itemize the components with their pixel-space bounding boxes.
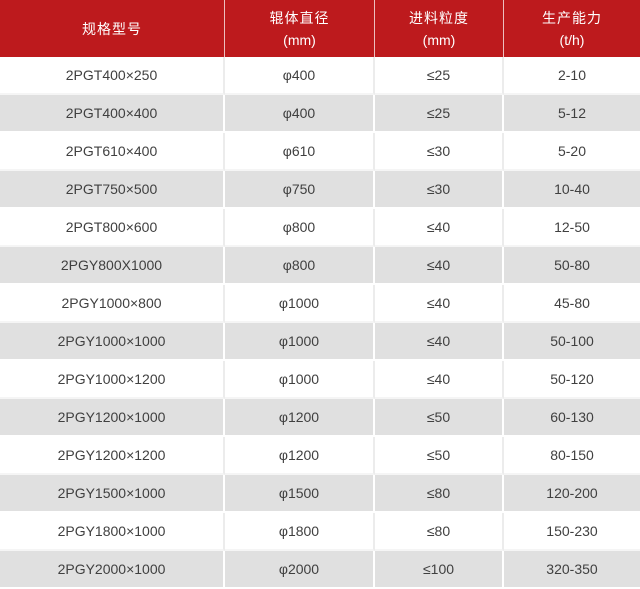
cell-capacity: 10-40	[504, 171, 640, 209]
cell-feed-size: ≤40	[375, 285, 504, 323]
cell-model: 2PGY1500×1000	[0, 475, 225, 513]
cell-capacity: 120-200	[504, 475, 640, 513]
table-row: 2PGT750×500 φ750 ≤30 10-40	[0, 171, 640, 209]
cell-roller-diameter: φ750	[225, 171, 375, 209]
column-header-roller-diameter-unit: (mm)	[283, 31, 316, 48]
cell-roller-diameter: φ2000	[225, 551, 375, 589]
cell-feed-size: ≤30	[375, 133, 504, 171]
cell-model: 2PGT610×400	[0, 133, 225, 171]
cell-roller-diameter: φ1000	[225, 323, 375, 361]
column-header-capacity-label: 生产能力	[542, 9, 602, 26]
table-row: 2PGT610×400 φ610 ≤30 5-20	[0, 133, 640, 171]
column-header-roller-diameter: 辊体直径 (mm)	[225, 0, 375, 57]
cell-feed-size: ≤50	[375, 399, 504, 437]
cell-model: 2PGY2000×1000	[0, 551, 225, 589]
table-row: 2PGY800X1000 φ800 ≤40 50-80	[0, 247, 640, 285]
cell-feed-size: ≤80	[375, 475, 504, 513]
cell-model: 2PGY1800×1000	[0, 513, 225, 551]
cell-feed-size: ≤50	[375, 437, 504, 475]
cell-model: 2PGT800×600	[0, 209, 225, 247]
cell-model: 2PGT400×400	[0, 95, 225, 133]
cell-capacity: 2-10	[504, 57, 640, 95]
cell-capacity: 50-120	[504, 361, 640, 399]
cell-capacity: 50-80	[504, 247, 640, 285]
table-row: 2PGY1800×1000 φ1800 ≤80 150-230	[0, 513, 640, 551]
cell-capacity: 50-100	[504, 323, 640, 361]
cell-roller-diameter: φ400	[225, 95, 375, 133]
cell-feed-size: ≤30	[375, 171, 504, 209]
cell-model: 2PGY800X1000	[0, 247, 225, 285]
cell-model: 2PGY1000×1200	[0, 361, 225, 399]
column-header-feed-size-label: 进料粒度	[409, 9, 469, 26]
cell-capacity: 45-80	[504, 285, 640, 323]
cell-roller-diameter: φ1000	[225, 361, 375, 399]
cell-roller-diameter: φ1800	[225, 513, 375, 551]
cell-roller-diameter: φ1500	[225, 475, 375, 513]
column-header-capacity-unit: (t/h)	[559, 31, 585, 48]
cell-capacity: 80-150	[504, 437, 640, 475]
table-row: 2PGY1000×1200 φ1000 ≤40 50-120	[0, 361, 640, 399]
cell-roller-diameter: φ1200	[225, 437, 375, 475]
column-header-feed-size: 进料粒度 (mm)	[375, 0, 504, 57]
cell-feed-size: ≤40	[375, 323, 504, 361]
cell-feed-size: ≤40	[375, 209, 504, 247]
cell-model: 2PGY1000×1000	[0, 323, 225, 361]
column-header-capacity: 生产能力 (t/h)	[504, 0, 640, 57]
table-row: 2PGT800×600 φ800 ≤40 12-50	[0, 209, 640, 247]
column-header-roller-diameter-label: 辊体直径	[269, 9, 330, 26]
cell-feed-size: ≤40	[375, 361, 504, 399]
table-row: 2PGY1000×800 φ1000 ≤40 45-80	[0, 285, 640, 323]
header-row: 规格型号 辊体直径 (mm) 进料粒度 (mm) 生产能力 (t/h)	[0, 0, 640, 57]
cell-feed-size: ≤25	[375, 57, 504, 95]
cell-roller-diameter: φ1200	[225, 399, 375, 437]
cell-model: 2PGT400×250	[0, 57, 225, 95]
cell-roller-diameter: φ400	[225, 57, 375, 95]
cell-feed-size: ≤100	[375, 551, 504, 589]
column-header-model-label: 规格型号	[82, 20, 142, 37]
cell-capacity: 150-230	[504, 513, 640, 551]
table-row: 2PGY2000×1000 φ2000 ≤100 320-350	[0, 551, 640, 589]
cell-capacity: 12-50	[504, 209, 640, 247]
table-row: 2PGT400×250 φ400 ≤25 2-10	[0, 57, 640, 95]
cell-feed-size: ≤25	[375, 95, 504, 133]
table-row: 2PGY1000×1000 φ1000 ≤40 50-100	[0, 323, 640, 361]
cell-capacity: 320-350	[504, 551, 640, 589]
table-row: 2PGT400×400 φ400 ≤25 5-12	[0, 95, 640, 133]
column-header-model: 规格型号	[0, 0, 225, 57]
column-header-feed-size-unit: (mm)	[422, 31, 456, 48]
cell-roller-diameter: φ800	[225, 247, 375, 285]
cell-roller-diameter: φ800	[225, 209, 375, 247]
table-row: 2PGY1200×1000 φ1200 ≤50 60-130	[0, 399, 640, 437]
cell-capacity: 60-130	[504, 399, 640, 437]
cell-model: 2PGY1200×1200	[0, 437, 225, 475]
cell-model: 2PGT750×500	[0, 171, 225, 209]
cell-feed-size: ≤80	[375, 513, 504, 551]
cell-model: 2PGY1200×1000	[0, 399, 225, 437]
cell-capacity: 5-20	[504, 133, 640, 171]
cell-model: 2PGY1000×800	[0, 285, 225, 323]
table-row: 2PGY1500×1000 φ1500 ≤80 120-200	[0, 475, 640, 513]
table-row: 2PGY1200×1200 φ1200 ≤50 80-150	[0, 437, 640, 475]
cell-capacity: 5-12	[504, 95, 640, 133]
cell-feed-size: ≤40	[375, 247, 504, 285]
cell-roller-diameter: φ1000	[225, 285, 375, 323]
cell-roller-diameter: φ610	[225, 133, 375, 171]
